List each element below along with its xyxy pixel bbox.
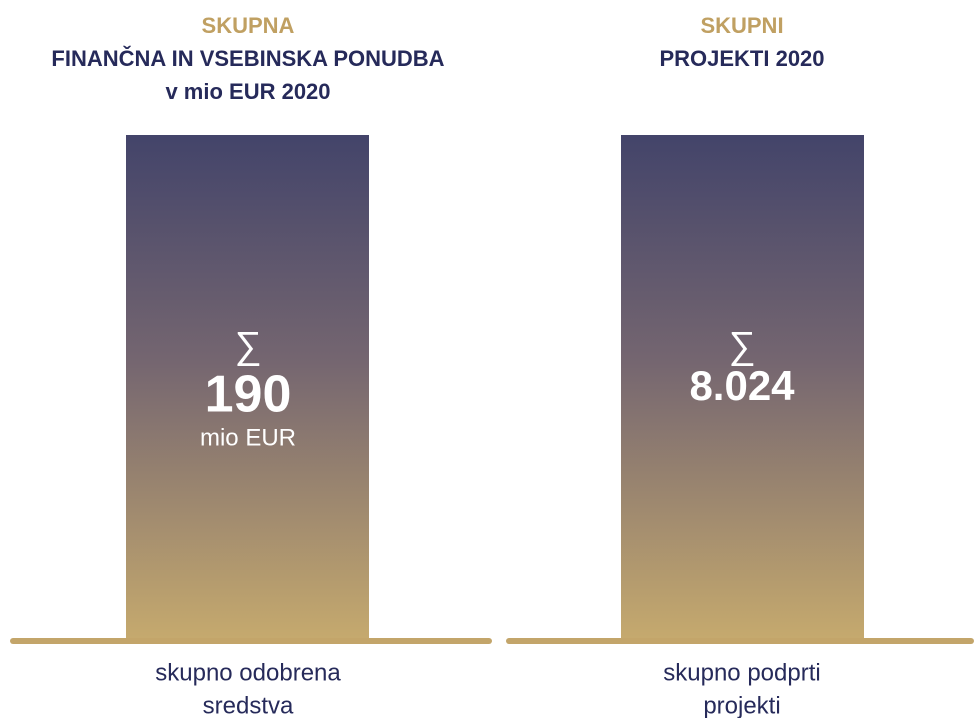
total-value: 8.024 [689,362,795,409]
sum-symbol: ∑ [728,325,755,367]
baseline [506,638,974,644]
total-value: 190 [205,366,292,424]
sum-symbol: ∑ [234,325,261,367]
caption: skupno podprti [663,659,820,686]
caption: sredstva [203,692,294,718]
caption: skupno odobrena [155,659,341,686]
panel-title: v mio EUR 2020 [165,79,330,104]
caption: projekti [703,692,780,718]
panel-title: PROJEKTI 2020 [659,46,824,71]
panel-title: SKUPNA [202,13,295,38]
panel-title: SKUPNI [700,13,783,38]
total-unit: mio EUR [200,424,296,451]
panel-title: FINANČNA IN VSEBINSKA PONUDBA [51,46,444,71]
panel-bar [621,135,864,641]
baseline [10,638,492,644]
panel-bar [126,135,369,641]
